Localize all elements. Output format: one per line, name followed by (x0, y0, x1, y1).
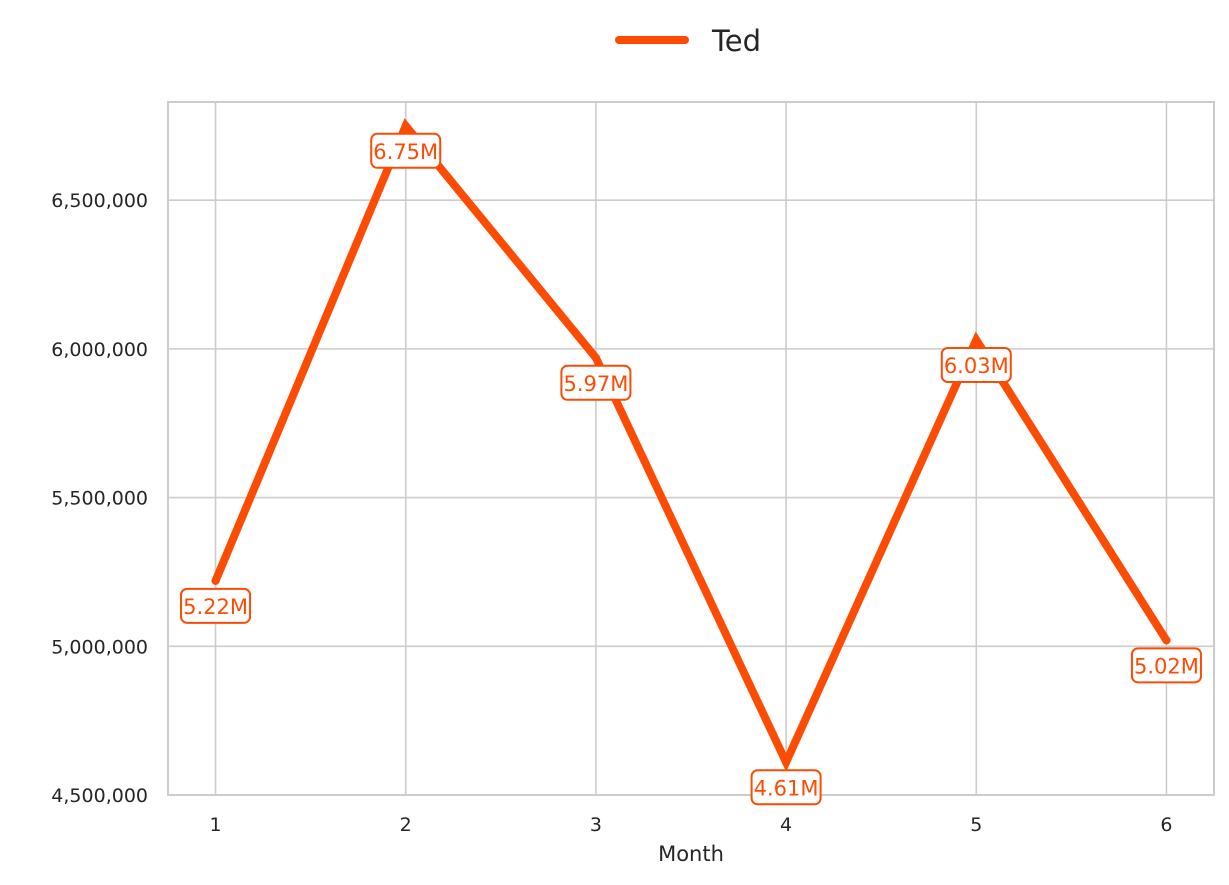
x-tick-label: 2 (400, 814, 412, 836)
series-layer (211, 118, 1171, 772)
data-label: 4.61M (750, 769, 822, 806)
legend-label-ted: Ted (711, 24, 761, 58)
data-label-text: 5.02M (1134, 654, 1199, 678)
data-point (972, 335, 981, 344)
y-tick-label: 6,500,000 (51, 190, 148, 212)
x-tick-label: 3 (590, 814, 602, 836)
data-label-text: 6.03M (944, 354, 1009, 378)
data-label-box (1130, 647, 1202, 684)
y-tick-label: 6,000,000 (51, 339, 148, 361)
data-point (1162, 636, 1171, 645)
data-label-box (180, 587, 252, 624)
data-point (401, 121, 410, 130)
data-label-text: 4.61M (754, 776, 819, 800)
data-point (591, 353, 600, 362)
data-label-box (370, 132, 442, 169)
legend: Ted (615, 24, 761, 58)
x-tick-label: 5 (970, 814, 982, 836)
x-axis-label: Month (658, 842, 724, 866)
axes-layer: 1 2 3 4 5 6 4,500,000 5,000,000 5,500,000 6,000,0… (51, 101, 1215, 836)
data-label-box (940, 346, 1012, 383)
data-label: 6.75M (370, 132, 442, 169)
data-point (782, 758, 791, 767)
grid-layer (168, 102, 1214, 795)
y-tick-label: 4,500,000 (51, 785, 148, 807)
data-label-text: 5.22M (183, 595, 248, 619)
x-tick-label: 6 (1160, 814, 1172, 836)
y-tick-label: 5,000,000 (51, 636, 148, 658)
data-label-box (750, 769, 822, 806)
x-tick-label: 4 (780, 814, 792, 836)
data-point (211, 576, 220, 585)
data-label-box (560, 364, 632, 401)
y-tick-label: 5,500,000 (51, 488, 148, 510)
series-line-ted (211, 118, 1171, 772)
data-label: 6.03M (940, 346, 1012, 383)
x-tick-label: 1 (209, 814, 221, 836)
data-label-text: 6.75M (373, 140, 438, 164)
data-label-text: 5.97M (563, 372, 628, 396)
plot-frame (167, 101, 1215, 796)
data-labels-layer: 5.22M 6.75M 5.97M 4.61M 6.03M 5.02M (180, 132, 1202, 806)
data-label: 5.97M (560, 364, 632, 401)
data-label: 5.22M (180, 587, 252, 624)
data-label: 5.02M (1130, 647, 1202, 684)
